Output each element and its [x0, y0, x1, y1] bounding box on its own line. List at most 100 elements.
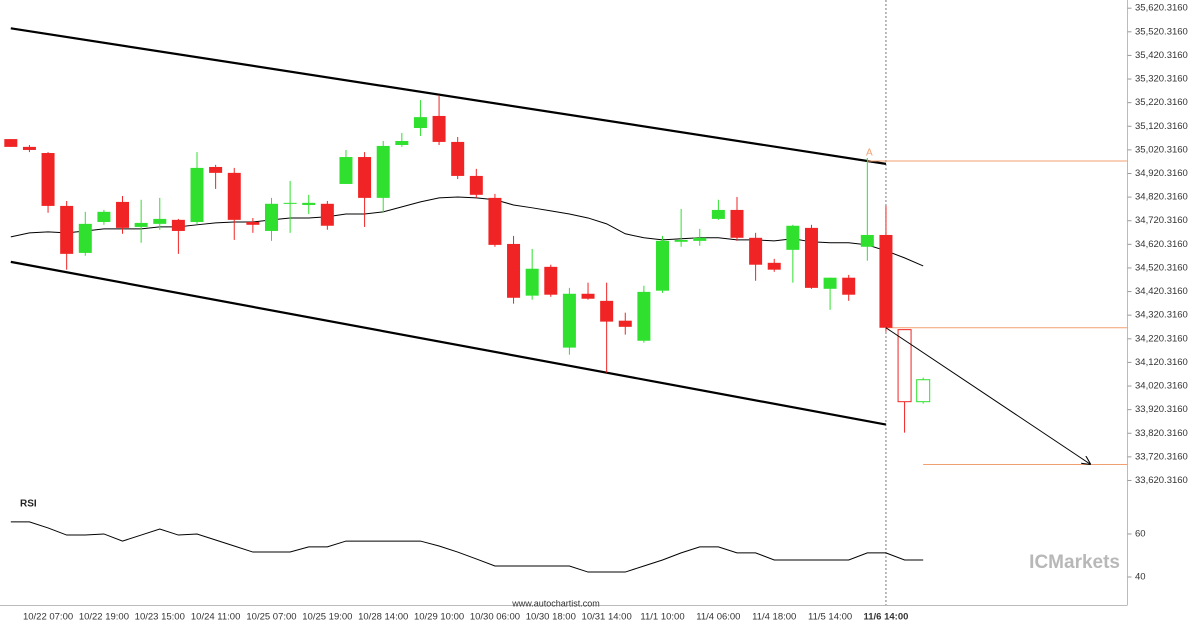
candle-body — [376, 145, 390, 198]
candle-body — [227, 172, 241, 220]
channel-line — [10, 27, 887, 165]
y-tick-label: 40 — [1135, 572, 1146, 583]
candle-body — [246, 221, 260, 225]
candle-body — [134, 222, 148, 227]
candle-body — [171, 219, 185, 231]
source: www.autochartist.com — [511, 598, 600, 608]
candle-body — [22, 146, 36, 150]
x-tick-label: 11/4 18:00 — [752, 612, 796, 623]
y-tick-label: 33,620.3160 — [1135, 475, 1188, 486]
rsi-line — [10, 521, 924, 573]
y-tick-label: 34,520.3160 — [1135, 262, 1188, 273]
candle-body — [209, 166, 223, 173]
y-tick-label: 35,020.3160 — [1135, 144, 1188, 155]
candle-body — [730, 209, 744, 238]
x-tick-label: 10/30 18:00 — [526, 612, 576, 623]
candle-body — [767, 262, 781, 270]
candle-body — [302, 202, 316, 205]
candle-body — [749, 237, 763, 265]
candle-body — [656, 240, 670, 291]
pattern-label: A — [866, 148, 873, 159]
candle-body — [395, 140, 409, 145]
candle-body — [897, 329, 912, 403]
x-tick-label: 10/28 14:00 — [358, 612, 408, 623]
forecast-arrow — [885, 327, 1091, 465]
x-tick-label: 10/25 19:00 — [302, 612, 352, 623]
candle-body — [190, 167, 204, 222]
candle-body — [507, 243, 521, 298]
candle-body — [413, 117, 427, 128]
candle-body — [153, 218, 167, 224]
y-tick-label: 35,420.3160 — [1135, 50, 1188, 61]
candle-body — [488, 197, 502, 245]
y-tick-label: 33,820.3160 — [1135, 428, 1188, 439]
x-tick-label: 10/22 19:00 — [79, 612, 129, 623]
candle-body — [78, 223, 92, 253]
candle-body — [283, 202, 297, 204]
x-tick-label: 11/5 14:00 — [808, 612, 852, 623]
y-tick-label: 34,620.3160 — [1135, 239, 1188, 250]
x-tick-label: 11/4 06:00 — [696, 612, 740, 623]
candle-body — [4, 139, 18, 147]
candle-body — [264, 203, 278, 231]
candle-body — [562, 293, 576, 348]
candle-body — [320, 203, 334, 226]
y-tick-label: 35,320.3160 — [1135, 74, 1188, 85]
x-tick-label: 10/25 07:00 — [246, 612, 296, 623]
candle-body — [618, 320, 632, 327]
candle-body — [674, 239, 688, 242]
panel-title: RSI — [20, 499, 37, 510]
candle-body — [339, 157, 353, 184]
y-tick-label: 34,120.3160 — [1135, 357, 1188, 368]
y-tick-label: 34,920.3160 — [1135, 168, 1188, 179]
candle-body — [823, 277, 837, 289]
candle-body — [711, 209, 725, 219]
candle-body — [41, 153, 55, 206]
y-tick-label: 33,920.3160 — [1135, 404, 1188, 415]
y-tick-label: 35,220.3160 — [1135, 97, 1188, 108]
y-tick-label: 34,720.3160 — [1135, 215, 1188, 226]
candle-body — [525, 268, 539, 296]
candle-body — [469, 175, 483, 195]
y-tick-label: 33,720.3160 — [1135, 451, 1188, 462]
candle-body — [842, 277, 856, 295]
candle-body — [60, 205, 74, 254]
candle-body — [116, 201, 130, 228]
candle-body — [804, 227, 818, 288]
y-tick-label: 60 — [1135, 528, 1146, 539]
y-tick-label: 34,020.3160 — [1135, 381, 1188, 392]
x-tick-label: 10/23 15:00 — [135, 612, 185, 623]
candle-body — [637, 291, 651, 341]
candle-body — [786, 225, 800, 250]
x-tick-label: 10/29 10:00 — [414, 612, 464, 623]
candle-body — [860, 234, 874, 247]
y-tick-label: 34,320.3160 — [1135, 310, 1188, 321]
candle-body — [879, 234, 893, 328]
candle-body — [544, 266, 558, 295]
candle-body — [97, 211, 111, 222]
candle-body — [693, 237, 707, 241]
moving-average — [10, 196, 924, 267]
x-tick-label: 10/31 14:00 — [582, 612, 632, 623]
candle-body — [432, 115, 446, 142]
candle-body — [581, 293, 595, 299]
x-tick-label: 10/30 06:00 — [470, 612, 520, 623]
y-tick-label: 35,620.3160 — [1135, 3, 1188, 14]
y-tick-label: 34,420.3160 — [1135, 286, 1188, 297]
candle-body — [358, 157, 372, 198]
y-tick-label: 35,520.3160 — [1135, 26, 1188, 37]
candle-body — [916, 379, 931, 403]
candle-body — [600, 300, 614, 322]
y-tick-label: 34,820.3160 — [1135, 192, 1188, 203]
candle-body — [451, 141, 465, 176]
x-tick-label: 10/24 11:00 — [191, 612, 240, 623]
watermark: ICMarkets — [1029, 552, 1120, 573]
x-tick-label: 10/22 07:00 — [23, 612, 73, 623]
y-tick-label: 35,120.3160 — [1135, 121, 1188, 132]
channel-line — [10, 260, 887, 426]
y-tick-label: 34,220.3160 — [1135, 333, 1188, 344]
x-tick-label: 11/6 14:00 — [863, 612, 908, 623]
